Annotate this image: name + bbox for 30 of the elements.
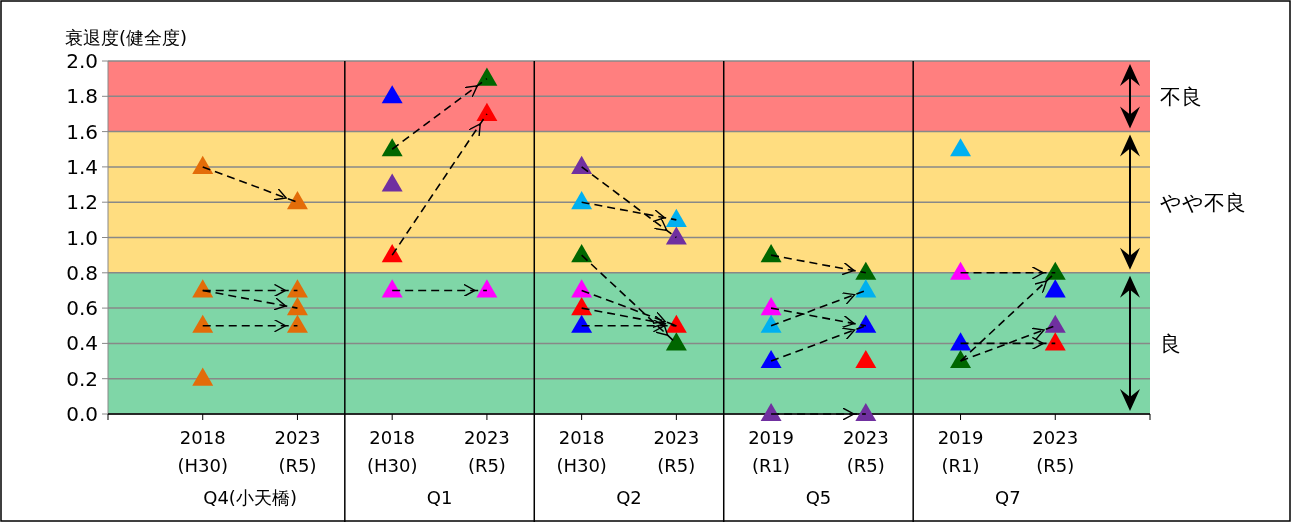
y-tick-label: 1.0 xyxy=(66,225,98,250)
y-tick-label: 0.2 xyxy=(66,366,98,391)
text: Q4(小天橋) xyxy=(203,487,297,508)
x-tick-label: 2023 (R5) xyxy=(653,427,700,476)
x-tick-label: 2023 (R5) xyxy=(1032,427,1079,476)
y-tick-label: 0.6 xyxy=(66,296,98,321)
band-label: 不良 xyxy=(1160,84,1202,109)
y-tick-label: 1.6 xyxy=(66,119,98,144)
x-tick-label: 2023 (R5) xyxy=(464,427,510,476)
y-tick-label: 0.0 xyxy=(66,402,98,426)
y-tick-label: 1.8 xyxy=(66,84,98,109)
band-label: やや不良 xyxy=(1160,190,1246,215)
x-tick-label: 2018 (H30) xyxy=(177,427,228,476)
y-tick-label: 0.4 xyxy=(66,331,98,356)
y-axis-title: 衰退度(健全度) xyxy=(65,27,188,48)
x-tick-label: 2019 (R1) xyxy=(937,427,984,476)
y-tick-label: 2.0 xyxy=(66,49,98,73)
x-tick-label: 2023 (R5) xyxy=(274,427,321,476)
y-tick-label: 1.2 xyxy=(66,190,98,215)
band-label: 良 xyxy=(1160,331,1181,356)
text: Q2 xyxy=(616,487,642,508)
y-tick-label: 0.8 xyxy=(66,260,98,285)
text: Q1 xyxy=(426,487,453,508)
text: Q7 xyxy=(995,487,1021,508)
y-tick-label: 1.4 xyxy=(66,154,98,179)
x-tick-label: 2019 (R1) xyxy=(748,427,794,476)
x-tick-label: 2018 (H30) xyxy=(366,427,418,476)
x-tick-label: 2018 (H30) xyxy=(556,427,607,476)
text: Q5 xyxy=(805,487,832,508)
x-tick-label: 2023 (R5) xyxy=(842,427,889,476)
